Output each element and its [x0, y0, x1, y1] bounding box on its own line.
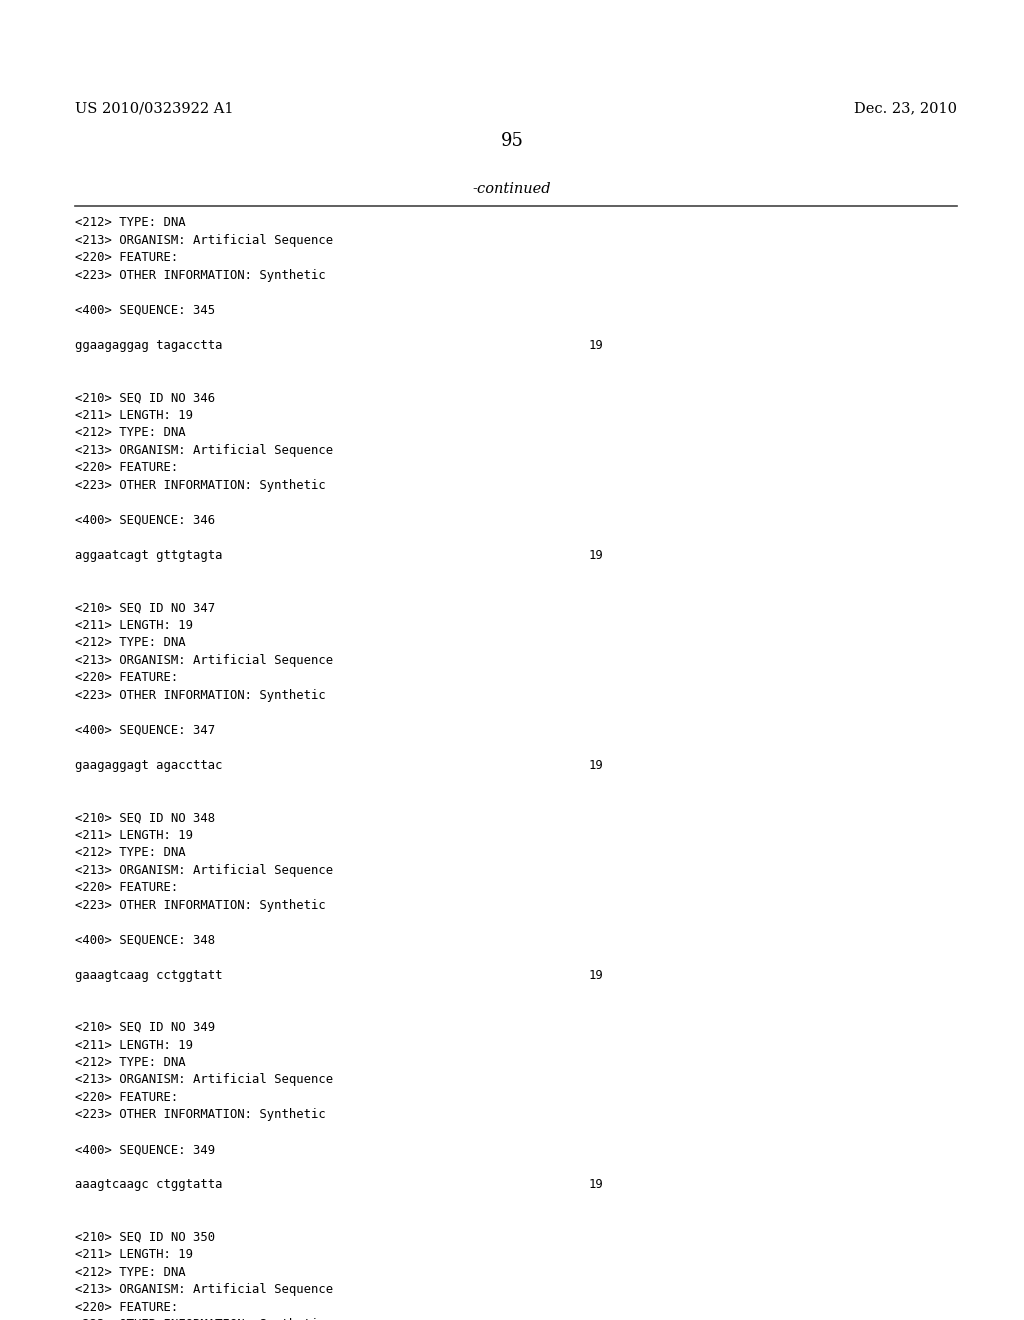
Text: gaaagtcaag cctggtatt: gaaagtcaag cctggtatt [75, 969, 222, 982]
Text: <223> OTHER INFORMATION: Synthetic: <223> OTHER INFORMATION: Synthetic [75, 689, 326, 702]
Text: -continued: -continued [473, 182, 551, 197]
Text: aggaatcagt gttgtagta: aggaatcagt gttgtagta [75, 549, 222, 562]
Text: 19: 19 [589, 1179, 603, 1192]
Text: <211> LENGTH: 19: <211> LENGTH: 19 [75, 1039, 193, 1052]
Text: ggaagaggag tagacctta: ggaagaggag tagacctta [75, 339, 222, 352]
Text: <210> SEQ ID NO 346: <210> SEQ ID NO 346 [75, 391, 215, 404]
Text: <212> TYPE: DNA: <212> TYPE: DNA [75, 216, 185, 230]
Text: <400> SEQUENCE: 347: <400> SEQUENCE: 347 [75, 723, 215, 737]
Text: <213> ORGANISM: Artificial Sequence: <213> ORGANISM: Artificial Sequence [75, 1283, 333, 1296]
Text: <223> OTHER INFORMATION: Synthetic: <223> OTHER INFORMATION: Synthetic [75, 1109, 326, 1122]
Text: US 2010/0323922 A1: US 2010/0323922 A1 [75, 102, 233, 116]
Text: <220> FEATURE:: <220> FEATURE: [75, 1300, 178, 1313]
Text: <213> ORGANISM: Artificial Sequence: <213> ORGANISM: Artificial Sequence [75, 653, 333, 667]
Text: <212> TYPE: DNA: <212> TYPE: DNA [75, 636, 185, 649]
Text: 95: 95 [501, 132, 523, 150]
Text: 19: 19 [589, 549, 603, 562]
Text: <212> TYPE: DNA: <212> TYPE: DNA [75, 426, 185, 440]
Text: 19: 19 [589, 969, 603, 982]
Text: <211> LENGTH: 19: <211> LENGTH: 19 [75, 619, 193, 632]
Text: <223> OTHER INFORMATION: Synthetic: <223> OTHER INFORMATION: Synthetic [75, 899, 326, 912]
Text: <211> LENGTH: 19: <211> LENGTH: 19 [75, 829, 193, 842]
Text: <220> FEATURE:: <220> FEATURE: [75, 1090, 178, 1104]
Text: Dec. 23, 2010: Dec. 23, 2010 [854, 102, 957, 116]
Text: <220> FEATURE:: <220> FEATURE: [75, 461, 178, 474]
Text: <220> FEATURE:: <220> FEATURE: [75, 251, 178, 264]
Text: <400> SEQUENCE: 345: <400> SEQUENCE: 345 [75, 304, 215, 317]
Text: gaagaggagt agaccttac: gaagaggagt agaccttac [75, 759, 222, 772]
Text: aaagtcaagc ctggtatta: aaagtcaagc ctggtatta [75, 1179, 222, 1192]
Text: <210> SEQ ID NO 347: <210> SEQ ID NO 347 [75, 601, 215, 614]
Text: 19: 19 [589, 759, 603, 772]
Text: <212> TYPE: DNA: <212> TYPE: DNA [75, 846, 185, 859]
Text: <213> ORGANISM: Artificial Sequence: <213> ORGANISM: Artificial Sequence [75, 1073, 333, 1086]
Text: 19: 19 [589, 339, 603, 352]
Text: <223> OTHER INFORMATION: Synthetic: <223> OTHER INFORMATION: Synthetic [75, 269, 326, 282]
Text: <212> TYPE: DNA: <212> TYPE: DNA [75, 1056, 185, 1069]
Text: <213> ORGANISM: Artificial Sequence: <213> ORGANISM: Artificial Sequence [75, 444, 333, 457]
Text: <210> SEQ ID NO 349: <210> SEQ ID NO 349 [75, 1020, 215, 1034]
Text: <223> OTHER INFORMATION: Synthetic: <223> OTHER INFORMATION: Synthetic [75, 1319, 326, 1320]
Text: <211> LENGTH: 19: <211> LENGTH: 19 [75, 409, 193, 422]
Text: <223> OTHER INFORMATION: Synthetic: <223> OTHER INFORMATION: Synthetic [75, 479, 326, 492]
Text: <400> SEQUENCE: 346: <400> SEQUENCE: 346 [75, 513, 215, 527]
Text: <210> SEQ ID NO 348: <210> SEQ ID NO 348 [75, 810, 215, 824]
Text: <213> ORGANISM: Artificial Sequence: <213> ORGANISM: Artificial Sequence [75, 234, 333, 247]
Text: <400> SEQUENCE: 349: <400> SEQUENCE: 349 [75, 1143, 215, 1156]
Text: <213> ORGANISM: Artificial Sequence: <213> ORGANISM: Artificial Sequence [75, 863, 333, 876]
Text: <212> TYPE: DNA: <212> TYPE: DNA [75, 1266, 185, 1279]
Text: <220> FEATURE:: <220> FEATURE: [75, 880, 178, 894]
Text: <220> FEATURE:: <220> FEATURE: [75, 671, 178, 684]
Text: <210> SEQ ID NO 350: <210> SEQ ID NO 350 [75, 1230, 215, 1243]
Text: <400> SEQUENCE: 348: <400> SEQUENCE: 348 [75, 933, 215, 946]
Text: <211> LENGTH: 19: <211> LENGTH: 19 [75, 1249, 193, 1262]
